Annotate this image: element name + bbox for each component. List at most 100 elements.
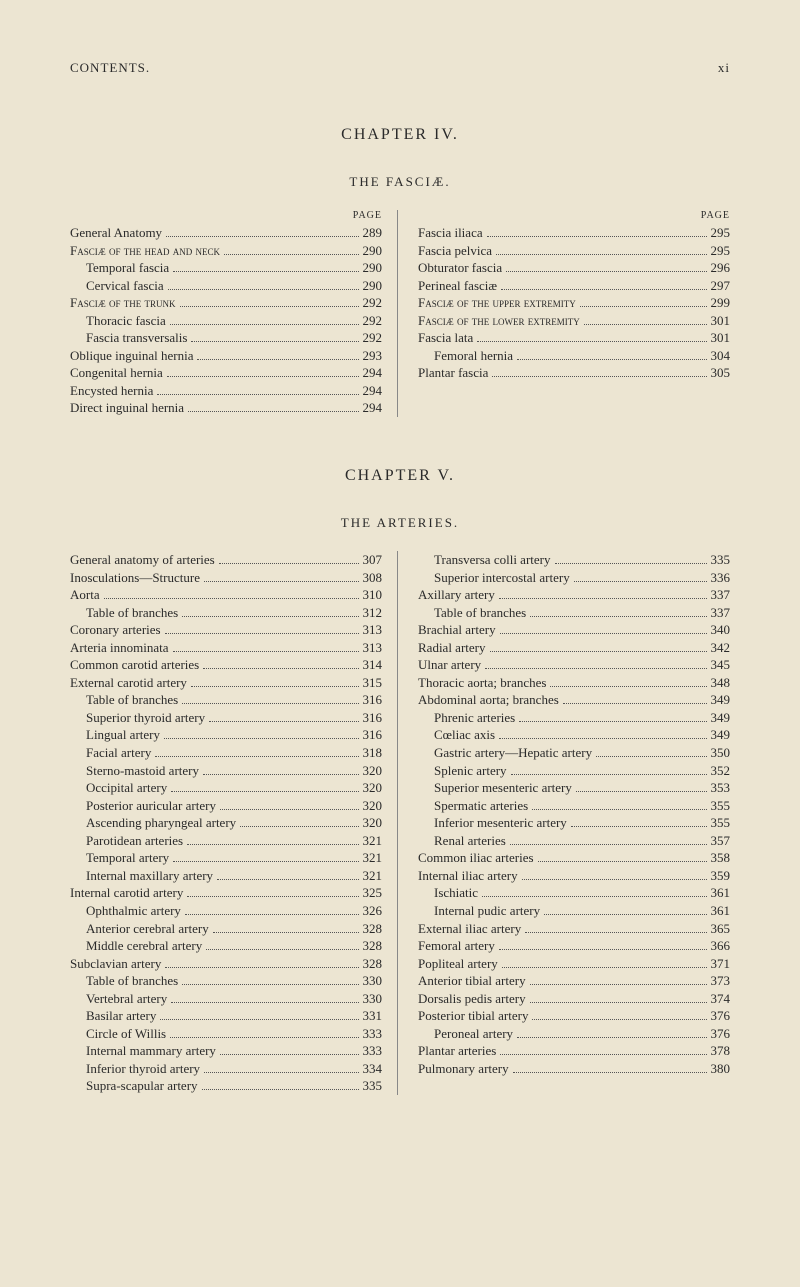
- toc-dots: [182, 616, 358, 617]
- toc-page: 376: [711, 1025, 731, 1043]
- toc-page: 366: [711, 937, 731, 955]
- toc-line: Lingual artery316: [70, 726, 382, 744]
- toc-line: Anterior cerebral artery328: [70, 920, 382, 938]
- toc-dots: [240, 826, 358, 827]
- toc-page: 310: [363, 586, 383, 604]
- toc-dots: [485, 668, 706, 669]
- toc-page: 358: [711, 849, 731, 867]
- header-page-number: xi: [718, 60, 730, 76]
- toc-label: Fascia iliaca: [418, 224, 483, 242]
- toc-line: Fascia lata301: [418, 329, 730, 347]
- toc-dots: [166, 236, 358, 237]
- toc-line: Table of branches337: [418, 604, 730, 622]
- toc-dots: [173, 271, 358, 272]
- toc-page: 292: [363, 329, 383, 347]
- toc-page: 313: [363, 621, 383, 639]
- toc-dots: [519, 721, 706, 722]
- toc-label: Occipital artery: [86, 779, 167, 797]
- toc-dots: [220, 809, 359, 810]
- toc-line: Femoral artery366: [418, 937, 730, 955]
- toc-label: Sterno-mastoid artery: [86, 762, 199, 780]
- toc-label: Internal maxillary artery: [86, 867, 213, 885]
- chapter4-right-col: PAGE Fascia iliaca295Fascia pelvica295Ob…: [418, 210, 730, 417]
- chapter4-left-col: PAGE General Anatomy289Fasciæ of the hea…: [70, 210, 398, 417]
- toc-line: Internal pudic artery361: [418, 902, 730, 920]
- toc-page: 295: [711, 242, 731, 260]
- toc-page: 304: [711, 347, 731, 365]
- toc-line: Plantar arteries378: [418, 1042, 730, 1060]
- toc-page: 378: [711, 1042, 731, 1060]
- toc-line: Perineal fasciæ297: [418, 277, 730, 295]
- toc-label: Oblique inguinal hernia: [70, 347, 193, 365]
- toc-line: Dorsalis pedis artery374: [418, 990, 730, 1008]
- toc-line: Cervical fascia290: [70, 277, 382, 295]
- toc-label: Fasciæ of the lower extremity: [418, 312, 580, 330]
- toc-line: Occipital artery320: [70, 779, 382, 797]
- toc-label: Peroneal artery: [434, 1025, 513, 1043]
- toc-line: Fasciæ of the trunk292: [70, 294, 382, 312]
- toc-dots: [522, 879, 707, 880]
- toc-dots: [204, 1072, 358, 1073]
- toc-page: 294: [363, 364, 383, 382]
- toc-label: Temporal fascia: [86, 259, 169, 277]
- toc-dots: [173, 651, 359, 652]
- toc-label: Ophthalmic artery: [86, 902, 181, 920]
- toc-line: Axillary artery 337: [418, 586, 730, 604]
- toc-page: 359: [711, 867, 731, 885]
- toc-dots: [203, 774, 359, 775]
- toc-line: Abdominal aorta; branches349: [418, 691, 730, 709]
- toc-line: Inosculations—Structure308: [70, 569, 382, 587]
- toc-label: Common iliac arteries: [418, 849, 534, 867]
- toc-dots: [492, 376, 706, 377]
- toc-line: Fascia transversalis292: [70, 329, 382, 347]
- toc-page: 325: [363, 884, 383, 902]
- toc-label: Arteria innominata: [70, 639, 169, 657]
- toc-dots: [574, 581, 707, 582]
- toc-line: General Anatomy289: [70, 224, 382, 242]
- chapter4-subtitle: THE FASCIÆ.: [70, 174, 730, 190]
- toc-label: Posterior tibial artery: [418, 1007, 528, 1025]
- toc-line: Popliteal artery371: [418, 955, 730, 973]
- toc-page: 328: [363, 955, 383, 973]
- toc-dots: [530, 1002, 707, 1003]
- toc-dots: [501, 289, 706, 290]
- toc-line: Transversa colli artery335: [418, 551, 730, 569]
- toc-label: Phrenic arteries: [434, 709, 515, 727]
- toc-dots: [167, 376, 359, 377]
- toc-line: Vertebral artery330: [70, 990, 382, 1008]
- toc-label: Axillary artery: [418, 586, 495, 604]
- toc-label: Transversa colli artery: [434, 551, 551, 569]
- toc-label: Subclavian artery: [70, 955, 161, 973]
- toc-label: Congenital hernia: [70, 364, 163, 382]
- toc-page: 308: [363, 569, 383, 587]
- toc-page: 316: [363, 709, 383, 727]
- toc-dots: [563, 703, 707, 704]
- toc-label: Cœliac axis: [434, 726, 495, 744]
- toc-line: Fascia iliaca295: [418, 224, 730, 242]
- toc-line: Internal maxillary artery321: [70, 867, 382, 885]
- toc-dots: [168, 289, 359, 290]
- chapter4-columns: PAGE General Anatomy289Fasciæ of the hea…: [70, 210, 730, 417]
- toc-dots: [544, 914, 706, 915]
- toc-page: 349: [711, 726, 731, 744]
- toc-label: Gastric artery—Hepatic artery: [434, 744, 592, 762]
- toc-line: Temporal fascia290: [70, 259, 382, 277]
- toc-line: Basilar artery331: [70, 1007, 382, 1025]
- toc-dots: [170, 1037, 358, 1038]
- toc-page: 365: [711, 920, 731, 938]
- toc-page: 314: [363, 656, 383, 674]
- toc-dots: [217, 879, 358, 880]
- toc-line: Arteria innominata313: [70, 639, 382, 657]
- toc-line: Anterior tibial artery373: [418, 972, 730, 990]
- toc-page: 292: [363, 294, 383, 312]
- toc-label: Ulnar artery: [418, 656, 481, 674]
- toc-page: 337: [711, 586, 731, 604]
- toc-label: Fascia lata: [418, 329, 473, 347]
- toc-dots: [538, 861, 707, 862]
- toc-line: Coronary arteries313: [70, 621, 382, 639]
- toc-label: Supra-scapular artery: [86, 1077, 198, 1095]
- toc-line: Inferior mesenteric artery355: [418, 814, 730, 832]
- toc-page: 373: [711, 972, 731, 990]
- toc-label: Circle of Willis: [86, 1025, 166, 1043]
- toc-label: Ascending pharyngeal artery: [86, 814, 236, 832]
